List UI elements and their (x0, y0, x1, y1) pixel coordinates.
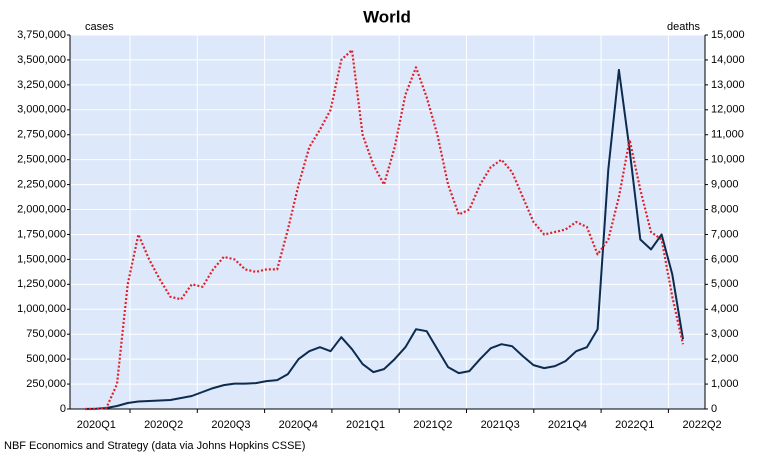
y-tick-label: 1,500,000 (17, 253, 66, 265)
x-tick-label: 2020Q2 (144, 419, 183, 431)
source: NBF Economics and Strategy (data via Joh… (4, 440, 305, 452)
x-tick-label: 2020Q3 (211, 419, 250, 431)
y2-tick-label: 12,000 (711, 104, 745, 116)
y-tick-label: 1,000,000 (17, 303, 66, 315)
y2-axis-label: deaths (667, 21, 701, 33)
y2-tick-label: 6,000 (711, 253, 739, 265)
y-tick-label: 3,250,000 (17, 79, 66, 91)
y-tick-label: 3,750,000 (17, 29, 66, 41)
y2-tick-label: 8,000 (711, 203, 739, 215)
y2-tick-label: 4,000 (711, 303, 739, 315)
y2-tick-label: 9,000 (711, 179, 739, 191)
y-tick-label: 1,750,000 (17, 228, 66, 240)
x-tick-label: 2021Q1 (346, 419, 385, 431)
y2-tick-label: 14,000 (711, 54, 745, 66)
plot-area (70, 35, 705, 409)
y2-tick-label: 0 (711, 403, 717, 415)
x-tick-label: 2020Q1 (77, 419, 116, 431)
y2-tick-label: 13,000 (711, 79, 745, 91)
y-axis-label: cases (85, 21, 114, 33)
y-tick-label: 2,500,000 (17, 154, 66, 166)
x-tick-label: 2021Q4 (548, 419, 587, 431)
y-tick-label: 0 (60, 403, 66, 415)
y-tick-label: 3,500,000 (17, 54, 66, 66)
y-tick-label: 2,750,000 (17, 129, 66, 141)
x-tick-label: 2022Q1 (615, 419, 654, 431)
y2-tick-label: 5,000 (711, 278, 739, 290)
y-tick-label: 1,250,000 (17, 278, 66, 290)
x-tick-label: 2021Q3 (481, 419, 520, 431)
y2-tick-label: 1,000 (711, 378, 739, 390)
y-tick-label: 250,000 (26, 378, 66, 390)
y2-tick-label: 10,000 (711, 154, 745, 166)
y2-tick-label: 15,000 (711, 29, 745, 41)
y2-tick-label: 7,000 (711, 228, 739, 240)
chart-title: World (363, 7, 411, 26)
series-line (84, 68, 684, 410)
y2-tick-label: 3,000 (711, 328, 739, 340)
series-line (85, 48, 685, 411)
y-tick-label: 750,000 (26, 328, 66, 340)
y2-tick-label: 2,000 (711, 353, 739, 365)
y-tick-label: 500,000 (26, 353, 66, 365)
x-tick-label: 2021Q2 (413, 419, 452, 431)
x-tick-label: 2022Q2 (682, 419, 721, 431)
y-tick-label: 3,000,000 (17, 104, 66, 116)
y-tick-label: 2,000,000 (17, 203, 66, 215)
x-tick-label: 2020Q4 (279, 419, 318, 431)
y2-tick-label: 11,000 (711, 129, 744, 141)
y-tick-label: 2,250,000 (17, 179, 66, 191)
